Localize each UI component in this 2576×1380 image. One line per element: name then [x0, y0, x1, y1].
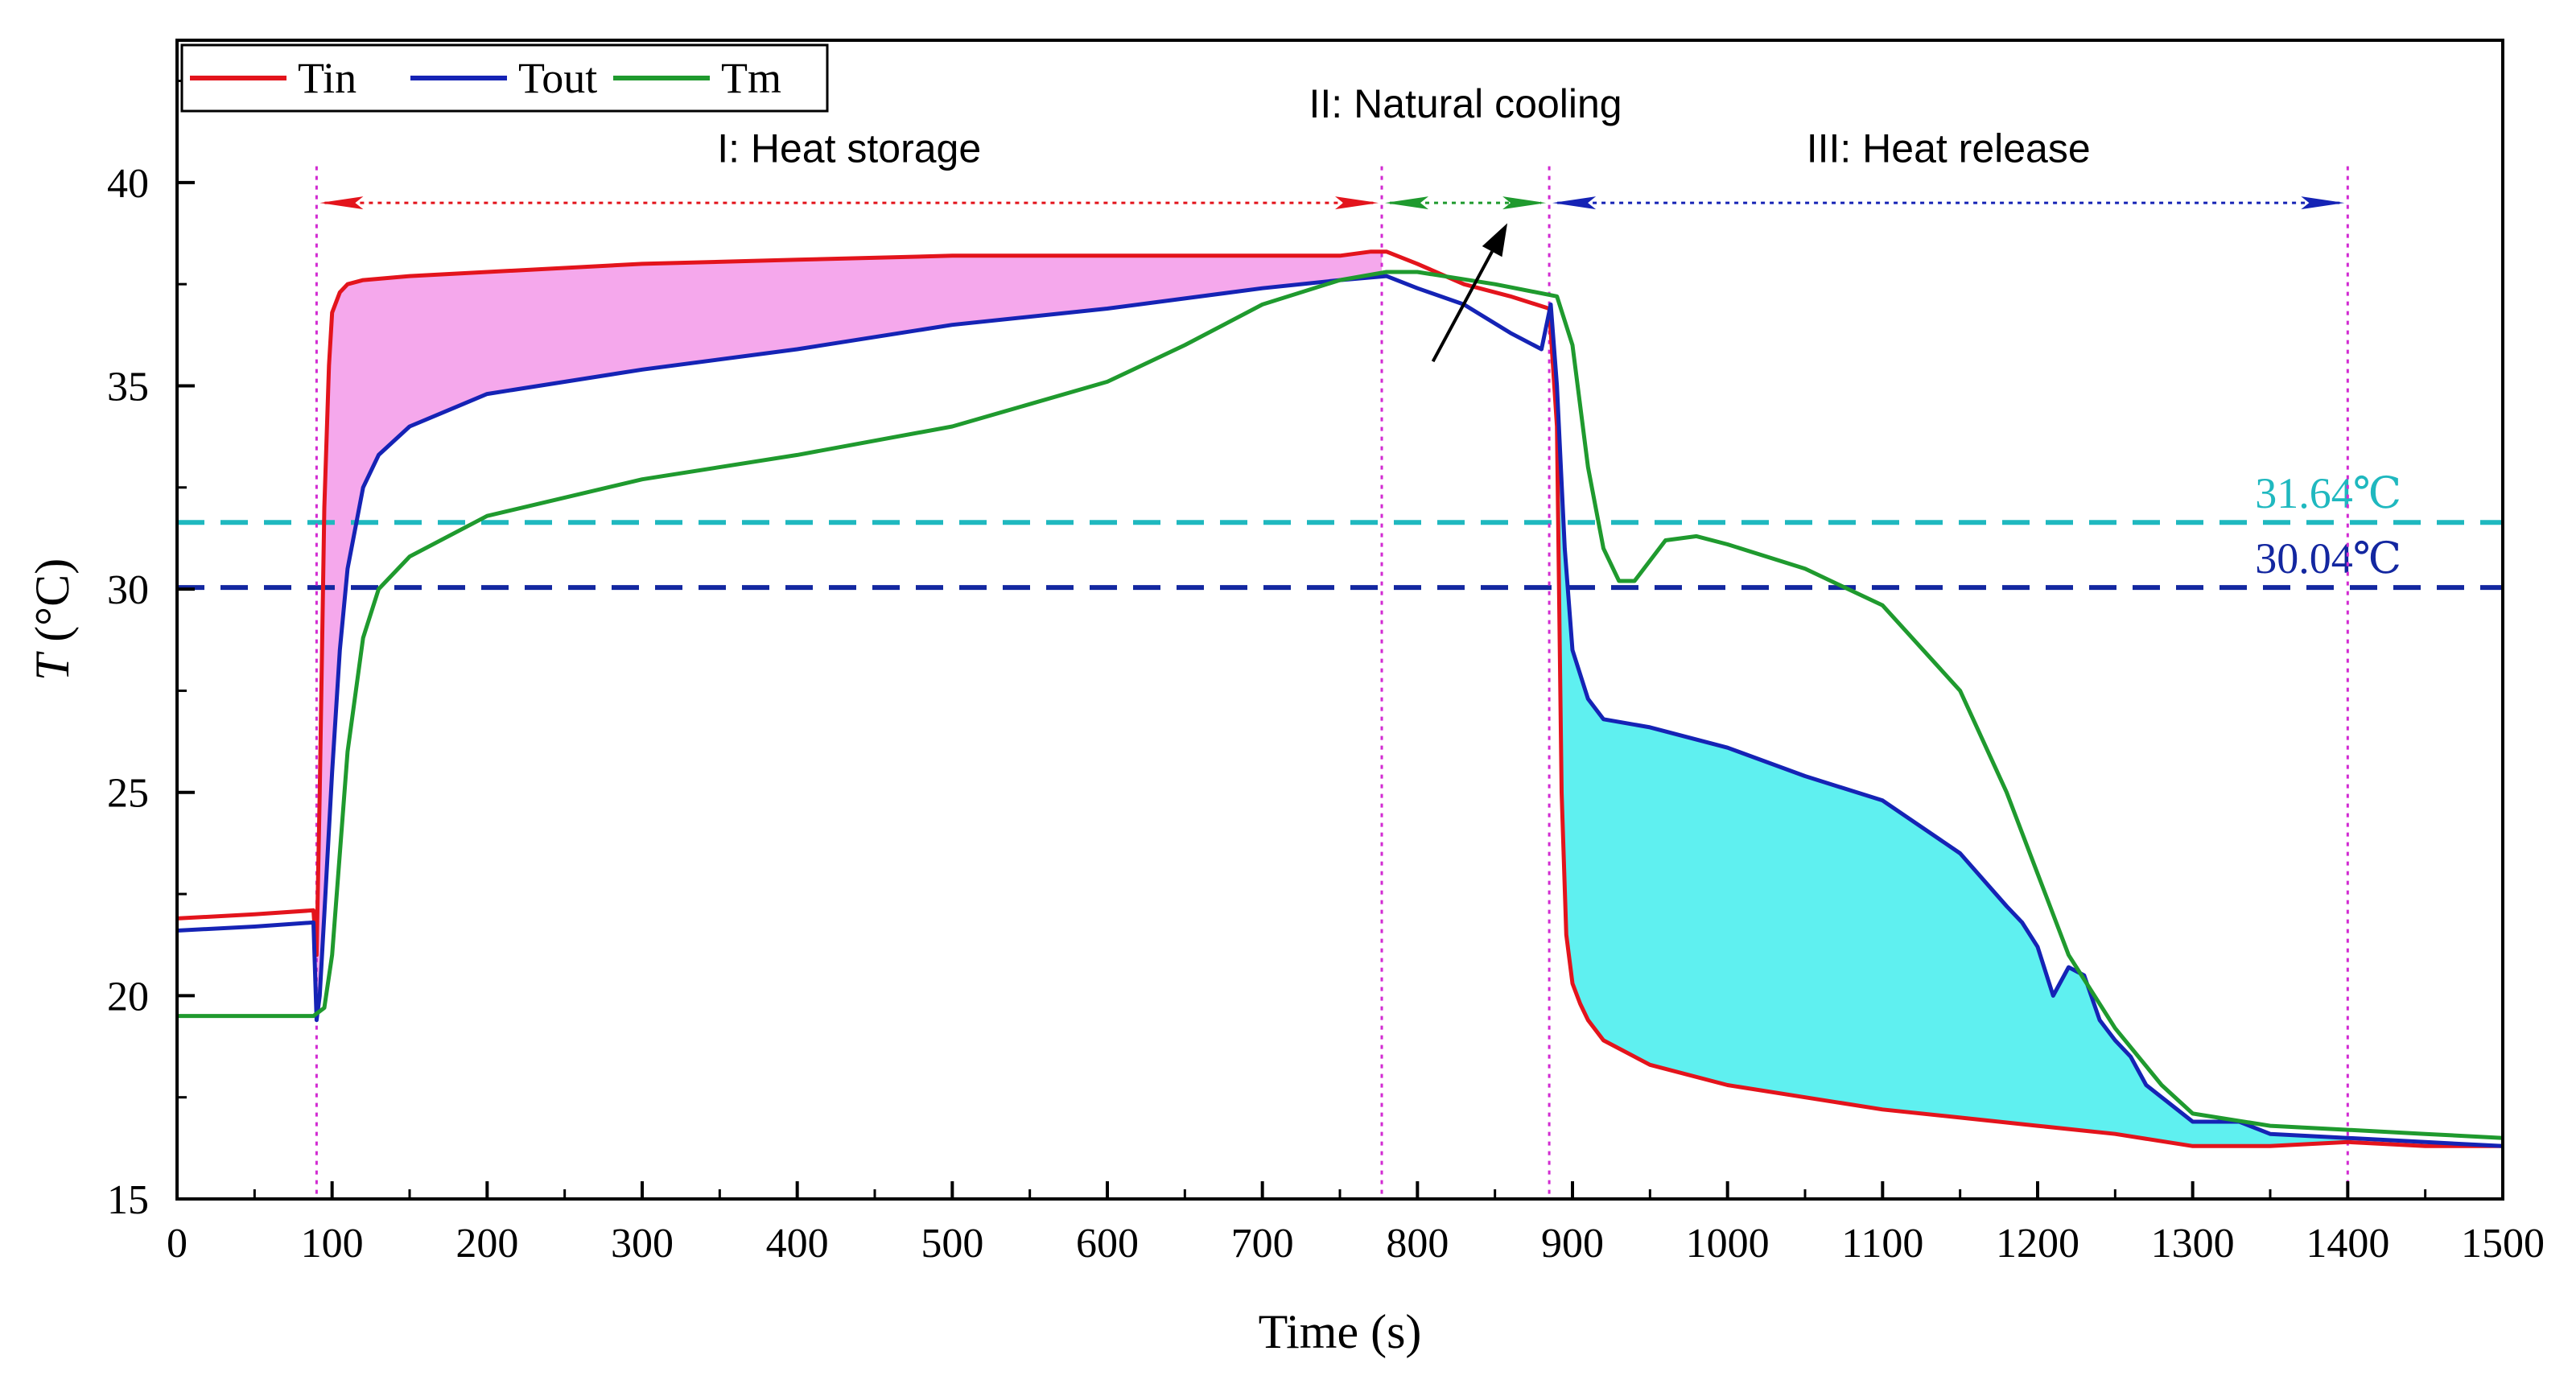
phase-arrowhead-start-1 — [319, 196, 364, 210]
legend: Tin Tout Tm — [180, 43, 829, 113]
shaded-region-2 — [1556, 385, 2348, 1147]
phase-arrowhead-end-3 — [2301, 196, 2345, 210]
y-axis-unit: (°C) — [26, 558, 79, 654]
x-tick-label: 1000 — [1686, 1221, 1770, 1267]
phase-label-2: II: Natural cooling — [1309, 81, 1622, 126]
y-axis-symbol: T — [26, 651, 79, 681]
series-line-tm — [177, 270, 2503, 1140]
x-tick-label: 1100 — [1841, 1221, 1923, 1267]
y-tick-label: 35 — [107, 364, 149, 410]
x-tick-label: 0 — [167, 1221, 188, 1267]
phase-arrowhead-end-2 — [1502, 196, 1547, 210]
phase-arrowhead-end-1 — [1335, 196, 1379, 210]
x-tick-label: 600 — [1076, 1221, 1139, 1267]
legend-label-tm: Tm — [721, 54, 781, 102]
y-tick-label: 25 — [107, 771, 149, 817]
phase-arrowhead-start-3 — [1552, 196, 1597, 210]
y-axis-title: T (°C) — [26, 558, 79, 681]
phase-label-1: I: Heat storage — [717, 126, 981, 171]
x-tick-label: 500 — [921, 1221, 983, 1267]
series-line-tout — [177, 274, 2503, 1148]
x-tick-label: 700 — [1231, 1221, 1294, 1267]
annotation-arrow-head — [1482, 223, 1508, 257]
x-tick-label: 800 — [1386, 1221, 1449, 1267]
y-tick-label: 15 — [107, 1177, 149, 1223]
reference-line-label-1: 31.64℃ — [2255, 469, 2401, 517]
phase-arrowhead-start-2 — [1385, 196, 1429, 210]
phase-label-3: III: Heat release — [1807, 126, 2091, 171]
annotation-arrow-shaft — [1431, 250, 1494, 363]
x-tick-label: 1400 — [2306, 1221, 2389, 1267]
x-tick-label: 1200 — [1996, 1221, 2079, 1267]
x-tick-label: 100 — [301, 1221, 364, 1267]
reference-line-label-2: 30.04℃ — [2255, 534, 2401, 583]
x-tick-label: 300 — [611, 1221, 674, 1267]
y-tick-label: 20 — [107, 974, 149, 1020]
legend-label-tin: Tin — [298, 54, 357, 102]
x-tick-label: 1500 — [2461, 1221, 2545, 1267]
y-tick-label: 30 — [107, 567, 149, 613]
y-tick-label: 40 — [107, 161, 149, 207]
x-axis-title: Time (s) — [1259, 1305, 1422, 1358]
x-tick-label: 900 — [1541, 1221, 1604, 1267]
x-tick-label: 1300 — [2151, 1221, 2235, 1267]
legend-label-tout: Tout — [518, 54, 597, 102]
shaded-region-1 — [316, 251, 1382, 1020]
x-tick-label: 200 — [455, 1221, 518, 1267]
x-tick-label: 400 — [766, 1221, 829, 1267]
